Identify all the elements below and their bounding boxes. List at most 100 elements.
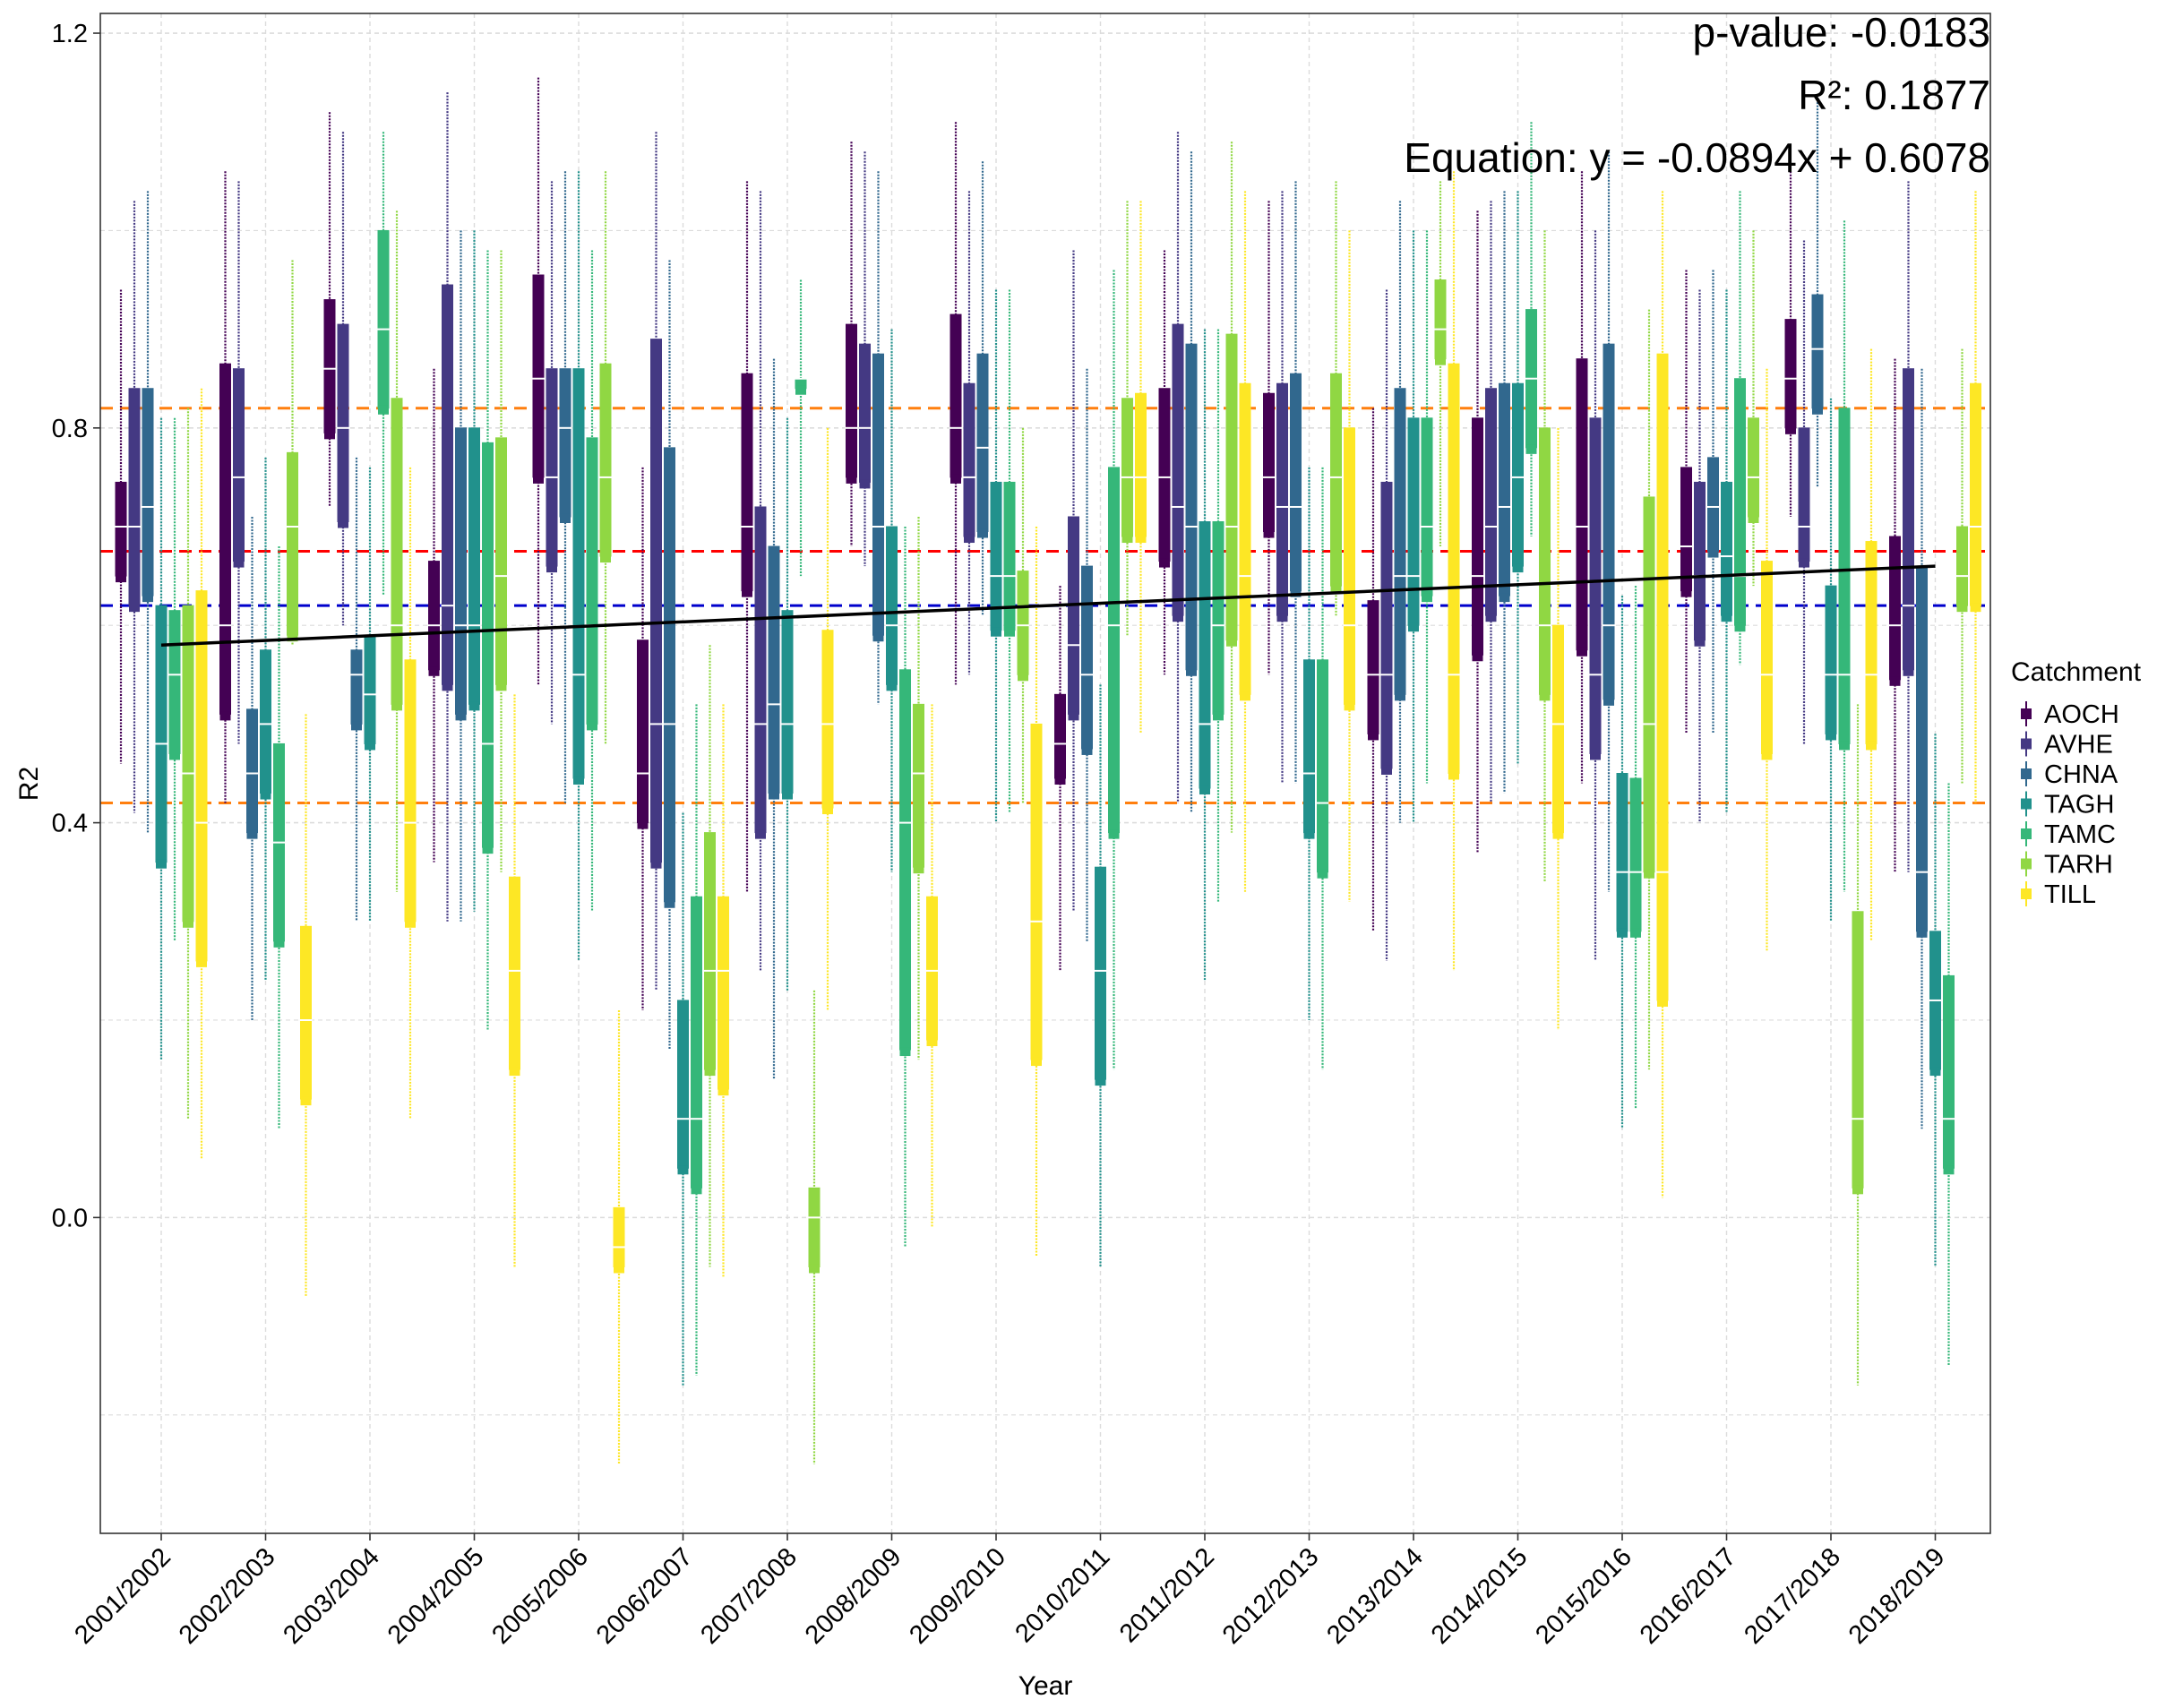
box-marker (142, 593, 153, 603)
box-TARH (1955, 348, 1969, 784)
box-marker (977, 528, 988, 538)
box-body (142, 388, 154, 597)
box-TAMC (898, 527, 912, 1248)
box-TARH (808, 990, 821, 1464)
box-body (1943, 974, 1955, 1169)
box-body (1721, 481, 1732, 616)
box-marker (1408, 622, 1419, 632)
box-body (781, 610, 794, 794)
box-TILL (1656, 191, 1669, 1198)
x-tick-label: 2011/2012 (1114, 1542, 1220, 1648)
box-AOCH (1784, 171, 1797, 517)
box-CHNA (768, 358, 780, 1080)
box-TILL (1448, 171, 1460, 971)
box-layer (115, 77, 1982, 1464)
box-TAMC (690, 704, 703, 1376)
box-body (195, 590, 208, 962)
box-marker (846, 474, 857, 484)
box-body (650, 339, 662, 863)
y-axis: 0.0 0.4 0.8 1.2 (52, 20, 100, 1232)
box-body (532, 274, 545, 478)
box-TAMC (795, 279, 807, 577)
box-body (246, 708, 258, 834)
box-CHNA (350, 457, 363, 922)
box-TARH (912, 516, 925, 1060)
legend-item-CHNA: CHNA (2021, 760, 2118, 789)
box-marker (338, 519, 348, 528)
box-body (1239, 382, 1251, 695)
box-TILL (1865, 348, 1878, 941)
box-TILL (508, 694, 521, 1267)
box-AVHE (232, 181, 245, 744)
box-AOCH (1262, 201, 1276, 675)
box-body (404, 659, 417, 923)
box-AVHE (963, 191, 975, 675)
box-body (1135, 392, 1147, 537)
box-body (1434, 279, 1447, 360)
box-body (260, 649, 271, 794)
box-AVHE (1902, 181, 1915, 872)
box-TILL (1030, 527, 1043, 1257)
box-body (950, 313, 962, 478)
box-TARH (1329, 181, 1343, 616)
legend-label: TILL (2044, 880, 2096, 909)
box-body (1903, 368, 1914, 671)
legend-item-TAGH: TAGH (2021, 791, 2114, 820)
box-TAGH (781, 417, 794, 991)
box-body (1394, 388, 1406, 695)
box-marker (650, 859, 662, 869)
box-TAGH (990, 289, 1002, 823)
box-body (808, 1187, 821, 1267)
box-body (1798, 427, 1810, 562)
x-tick-label: 2006/2007 (591, 1542, 699, 1650)
box-body (1603, 343, 1615, 700)
box-marker (1970, 603, 1981, 613)
box-marker (1121, 534, 1133, 544)
box-body (976, 353, 989, 533)
box-body (1263, 392, 1275, 533)
box-TARH (1643, 309, 1655, 1070)
box-TILL (299, 714, 313, 1297)
box-marker (991, 627, 1001, 637)
box-AOCH (1576, 171, 1588, 784)
box-body (1512, 382, 1524, 567)
box-marker (926, 1037, 938, 1047)
box-body (1199, 521, 1211, 789)
box-body (509, 876, 520, 1070)
legend-label: TARH (2044, 851, 2113, 880)
legend-item-TILL: TILL (2021, 880, 2096, 909)
box-marker (1525, 444, 1537, 454)
legend-key-box (2021, 828, 2032, 839)
box-TAGH (1302, 467, 1316, 1020)
box-body (300, 925, 312, 1100)
box-AVHE (1172, 132, 1184, 803)
box-TAMC (1942, 783, 1955, 1366)
box-marker (1435, 356, 1446, 365)
box-TAGH (1825, 398, 1837, 922)
box-body (455, 427, 467, 715)
box-AOCH (1471, 210, 1484, 853)
box-AVHE (754, 191, 767, 971)
legend-key-box (2021, 798, 2032, 810)
box-TILL (717, 704, 730, 1277)
box-marker (300, 1096, 312, 1106)
box-marker (509, 1067, 520, 1077)
box-marker (614, 1264, 624, 1274)
box-marker (1290, 588, 1302, 597)
box-AOCH (427, 368, 441, 863)
box-marker (560, 513, 571, 523)
box-body (219, 363, 231, 715)
box-CHNA (1080, 368, 1094, 941)
box-marker (1617, 928, 1628, 938)
box-body (1108, 467, 1120, 834)
box-marker (1630, 928, 1641, 938)
box-marker (1929, 1067, 1941, 1077)
box-marker (233, 558, 245, 568)
box-marker (1317, 869, 1328, 879)
box-marker (1903, 666, 1914, 676)
box-body (1121, 398, 1133, 537)
legend-key-box (2021, 738, 2032, 750)
box-marker (1135, 534, 1147, 544)
box-marker (1213, 711, 1224, 721)
trend-line-layer (160, 564, 1936, 647)
